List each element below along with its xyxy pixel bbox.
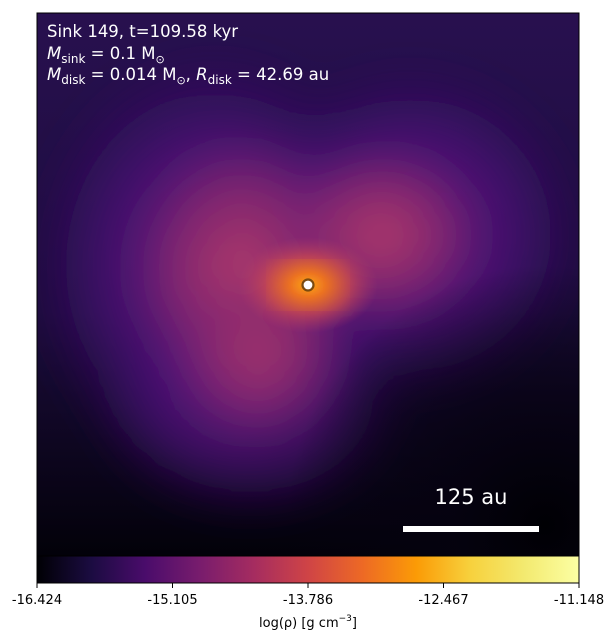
annotation-line-1: Sink 149, t=109.58 kyr <box>47 22 238 41</box>
scalebar-label: 125 au <box>435 485 508 509</box>
annotation-line-3: Mdisk = 0.014 M⊙, Rdisk = 42.69 au <box>47 65 329 87</box>
scalebar-bar <box>403 526 539 532</box>
colorbar-tick-label-1: -15.105 <box>147 593 197 608</box>
colorbar-tick-labels: -16.424 -15.105 -13.786 -12.467 -11.148 <box>12 593 604 608</box>
colorbar-tick-label-3: -12.467 <box>418 593 468 608</box>
colorbar-ticks <box>36 583 580 588</box>
colorbar-axis-label: log(ρ) [g cm−3] <box>259 614 357 631</box>
colorbar-tick-label-2: -13.786 <box>283 593 333 608</box>
sink-marker <box>301 278 315 292</box>
colorbar-tick-label-4: -11.148 <box>554 593 604 608</box>
colorbar <box>36 555 580 584</box>
density-map <box>37 13 579 556</box>
annotation-line-2: Msink = 0.1 M⊙ <box>47 44 165 66</box>
colorbar-tick-label-0: -16.424 <box>12 593 62 608</box>
